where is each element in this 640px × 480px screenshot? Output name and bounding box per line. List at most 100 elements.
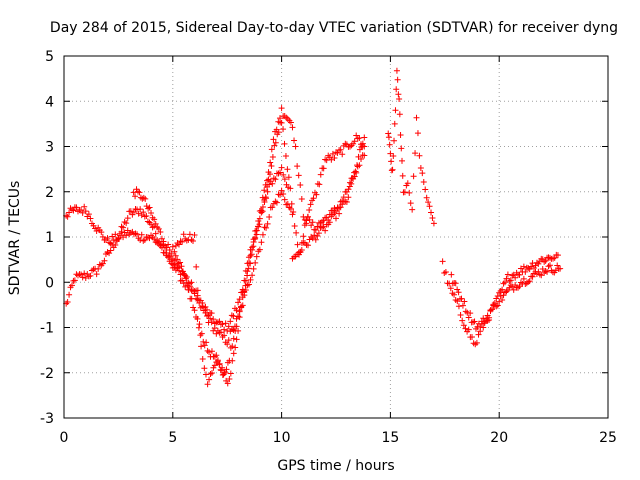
data-point xyxy=(499,296,506,303)
data-point xyxy=(224,341,231,348)
data-point xyxy=(237,304,244,311)
data-points xyxy=(63,67,564,388)
data-point xyxy=(204,381,211,388)
data-point xyxy=(310,195,317,202)
data-point xyxy=(269,180,276,187)
data-point xyxy=(157,228,164,235)
data-point xyxy=(544,268,551,275)
data-point xyxy=(140,194,147,201)
data-point xyxy=(429,215,436,222)
data-point xyxy=(223,366,230,373)
data-point xyxy=(64,298,71,305)
data-point xyxy=(452,280,459,287)
data-point xyxy=(195,324,202,331)
data-point xyxy=(264,177,271,184)
data-point xyxy=(488,306,495,313)
data-point xyxy=(497,287,504,294)
data-point xyxy=(176,267,183,274)
data-point xyxy=(481,320,488,327)
data-point xyxy=(240,288,247,295)
data-point xyxy=(264,220,271,227)
data-point xyxy=(245,254,252,261)
data-point xyxy=(545,254,552,261)
data-point xyxy=(196,321,203,328)
data-point xyxy=(82,208,89,215)
data-point xyxy=(157,241,164,248)
data-point xyxy=(255,217,262,224)
data-point xyxy=(285,174,292,181)
data-point xyxy=(79,209,86,216)
data-point xyxy=(221,332,228,339)
data-point xyxy=(462,308,469,315)
data-point xyxy=(87,272,94,279)
data-point xyxy=(201,365,208,372)
y-tick-label: 4 xyxy=(45,94,54,110)
data-point xyxy=(542,268,549,275)
data-point xyxy=(264,183,271,190)
data-point xyxy=(545,263,552,270)
data-point xyxy=(210,316,217,323)
data-point xyxy=(542,257,549,264)
data-point xyxy=(394,76,401,83)
data-point xyxy=(412,150,419,157)
data-point xyxy=(541,258,548,265)
data-point xyxy=(287,119,294,126)
data-point xyxy=(471,318,478,325)
data-point xyxy=(144,218,151,225)
data-point xyxy=(115,236,122,243)
data-point xyxy=(469,334,475,341)
data-point xyxy=(180,231,187,238)
x-tick-label: 15 xyxy=(381,430,399,446)
data-point xyxy=(278,105,285,112)
data-point xyxy=(253,253,260,260)
data-point xyxy=(226,376,233,383)
data-point xyxy=(503,288,510,295)
data-point xyxy=(288,200,295,207)
data-point xyxy=(289,124,296,131)
data-point xyxy=(101,257,108,264)
data-point xyxy=(230,335,237,342)
data-point xyxy=(262,194,269,201)
data-point xyxy=(99,233,106,240)
data-point xyxy=(410,173,417,180)
data-point xyxy=(143,212,150,219)
data-point xyxy=(278,164,285,171)
data-point xyxy=(191,307,198,314)
data-point xyxy=(328,156,335,163)
data-point xyxy=(486,314,493,321)
data-point xyxy=(124,227,131,234)
data-point xyxy=(399,172,406,179)
data-point xyxy=(280,171,287,178)
data-point xyxy=(247,252,254,259)
data-point xyxy=(319,218,326,225)
data-point xyxy=(520,275,527,282)
data-point xyxy=(315,230,322,237)
data-point xyxy=(106,250,113,257)
data-point xyxy=(247,260,254,267)
data-point xyxy=(184,282,191,289)
data-point xyxy=(208,319,215,326)
data-point xyxy=(273,199,280,206)
data-point xyxy=(251,236,258,242)
data-point xyxy=(85,211,92,218)
data-point xyxy=(417,164,424,171)
data-point xyxy=(179,268,186,275)
data-point xyxy=(112,241,119,248)
data-point xyxy=(465,326,472,333)
data-point xyxy=(152,220,159,227)
data-point xyxy=(275,129,282,136)
data-point xyxy=(477,324,484,331)
data-point xyxy=(281,140,288,147)
data-point xyxy=(169,243,176,250)
data-point xyxy=(454,286,461,293)
data-point xyxy=(263,224,270,231)
y-tick-label: -2 xyxy=(40,366,54,382)
data-point xyxy=(194,315,201,322)
data-point xyxy=(222,368,229,375)
data-point xyxy=(121,219,128,226)
data-point xyxy=(71,277,78,284)
data-point xyxy=(390,152,397,159)
data-point xyxy=(185,286,192,293)
data-point xyxy=(148,209,155,216)
data-point xyxy=(423,194,430,201)
